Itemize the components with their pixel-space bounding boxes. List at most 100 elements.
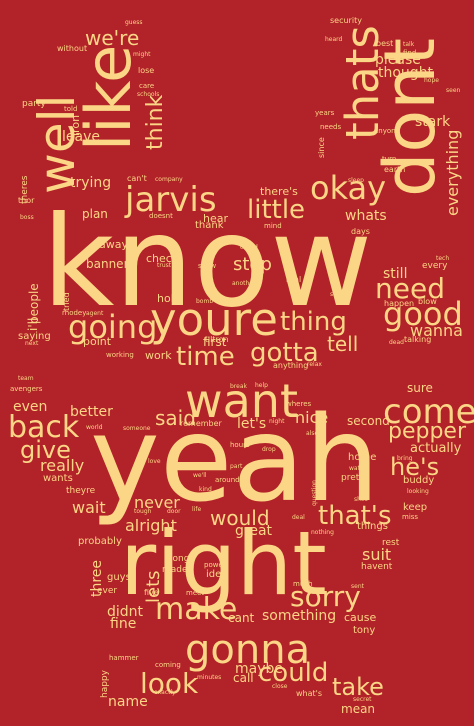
- word-good-13: good: [383, 295, 463, 333]
- word-meet-175: meet: [186, 589, 205, 597]
- word-better-49: better: [70, 404, 113, 420]
- word-even-50: even: [13, 399, 48, 415]
- word-second-71: second: [347, 414, 390, 428]
- word-leave-41: leave: [62, 129, 100, 145]
- word-told-119: told: [64, 105, 78, 113]
- word-find-130: find: [403, 49, 417, 57]
- word-kind-163: kind: [199, 486, 212, 493]
- word-maybe-64: maybe: [235, 661, 284, 677]
- word-around-162: around: [215, 476, 240, 484]
- word-secret-187: secret: [353, 696, 372, 703]
- word-ever-86: ever: [97, 586, 118, 596]
- word-thats-26: that's: [318, 501, 392, 531]
- word-guess-125: guess: [125, 19, 143, 26]
- word-rest-94: rest: [382, 538, 400, 548]
- word-wheres-151: wheres: [286, 400, 312, 408]
- word-happen-109: happen: [384, 299, 415, 308]
- word-hours-157: hours: [230, 441, 250, 449]
- word-buddy-96: buddy: [403, 475, 435, 486]
- word-days-111: days: [351, 227, 370, 236]
- word-life-173: life: [192, 506, 202, 513]
- word-havent-95: havent: [361, 562, 393, 572]
- word-schools-124: schools: [137, 91, 160, 98]
- word-needs-116: needs: [320, 123, 342, 131]
- word-stop-34: stop: [233, 254, 272, 275]
- word-anything-105: anything: [273, 361, 309, 370]
- word-whats-42: whats: [345, 208, 387, 224]
- word-nice-47: nice: [295, 408, 329, 427]
- word-plan-72: plan: [82, 207, 108, 221]
- word-boss-188: boss: [20, 214, 34, 221]
- word-keep-90: keep: [403, 502, 428, 513]
- word-exactly-183: exactly: [154, 689, 176, 696]
- word-question-165: question: [311, 480, 318, 506]
- word-love-160: love: [148, 458, 161, 465]
- word-take-23: take: [332, 673, 384, 701]
- word-minutes-184: minutes: [197, 674, 222, 681]
- word-sorry-21: sorry: [290, 580, 361, 613]
- word-wait-52: wait: [72, 498, 106, 517]
- word-youre-4: youre: [150, 293, 278, 346]
- word-much-177: much: [293, 580, 313, 588]
- word-show-137: show: [198, 262, 217, 270]
- word-hes-27: he's: [390, 453, 440, 481]
- word-cause-68: cause: [344, 611, 377, 624]
- word-lets-48: let's: [237, 416, 267, 432]
- word-thought-39: thought: [378, 65, 434, 81]
- word-think-32: think: [143, 94, 168, 150]
- word-everything-35: everything: [443, 129, 462, 216]
- word-someone-155: someone: [123, 425, 151, 432]
- word-care-123: care: [139, 82, 155, 90]
- word-banner-73: banner: [86, 257, 129, 271]
- word-tell-33: tell: [327, 332, 359, 356]
- word-iron-101: iron: [69, 114, 82, 136]
- word-right-2: right: [120, 512, 327, 615]
- word-ultron-104: ultron: [205, 335, 229, 344]
- word-mind-112: mind: [264, 222, 282, 230]
- word-security-126: security: [330, 16, 362, 25]
- word-gonna-9: gonna: [185, 627, 311, 673]
- word-thank-80: thank: [195, 220, 224, 231]
- word-actually-57: actually: [410, 441, 462, 456]
- word-party-100: party: [22, 99, 46, 109]
- word-real-106: real: [286, 275, 302, 284]
- word-night-152: night: [269, 418, 285, 425]
- word-agent-144: agent: [86, 310, 104, 317]
- word-still-45: still: [383, 266, 408, 282]
- word-please-38: please: [375, 52, 421, 68]
- word-break-149: break: [230, 383, 247, 390]
- word-looking-167: looking: [407, 488, 429, 495]
- word-team-147: team: [18, 375, 34, 382]
- word-thor-103: thor: [18, 196, 35, 205]
- word-talking-108: talking: [404, 335, 432, 344]
- word-wanna-44: wanna: [410, 321, 463, 340]
- word-want-6: want: [185, 374, 299, 428]
- word-hope-131: hope: [424, 77, 439, 84]
- word-name-66: name: [108, 694, 148, 710]
- word-come-10: come: [383, 392, 474, 432]
- word-hammer-181: hammer: [109, 654, 139, 662]
- word-mean-67: mean: [341, 702, 376, 716]
- word-seen-132: seen: [446, 87, 461, 94]
- word-hear-79: hear: [203, 212, 229, 225]
- word-might-121: might: [133, 51, 151, 58]
- word-lose-122: lose: [138, 66, 155, 75]
- word-next-145: next: [25, 340, 39, 347]
- word-little-15: little: [247, 195, 306, 225]
- word-thing-18: thing: [280, 307, 347, 337]
- word-stark-36: stark: [415, 114, 451, 130]
- word-working-146: working: [106, 351, 134, 359]
- word-suit-56: suit: [362, 545, 392, 564]
- word-bomb-140: bomb: [196, 298, 214, 305]
- word-whats-186: what's: [296, 689, 323, 698]
- word-remember-156: remember: [180, 419, 222, 428]
- word-yeah-1: yeah: [90, 390, 380, 528]
- word-alright-54: alright: [125, 516, 177, 535]
- word-back-20: back: [8, 410, 80, 445]
- word-earth-114: earth: [384, 165, 406, 174]
- word-slow-141: slow: [330, 291, 344, 298]
- word-things-93: things: [357, 521, 388, 532]
- word-coming-182: coming: [155, 661, 181, 669]
- word-cant-62: cant: [228, 611, 255, 625]
